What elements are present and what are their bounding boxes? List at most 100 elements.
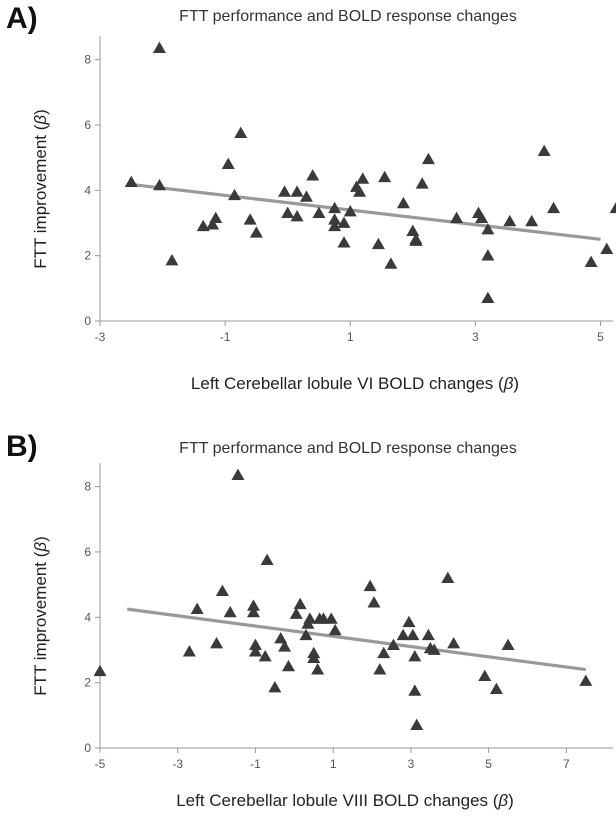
data-point — [290, 209, 304, 222]
data-point — [481, 249, 495, 261]
y-axis-title: FTT improvement (β) — [31, 536, 50, 696]
data-point — [190, 602, 204, 615]
data-point — [406, 628, 420, 641]
data-point — [337, 236, 351, 248]
data-point — [415, 177, 429, 189]
chart-title: FTT performance and BOLD response change… — [179, 8, 517, 25]
data-point — [234, 126, 248, 138]
data-point — [182, 645, 196, 657]
data-point — [353, 185, 367, 197]
data-point — [421, 152, 435, 165]
data-point — [274, 632, 288, 644]
data-point — [247, 599, 261, 611]
data-point — [478, 669, 492, 681]
data-point — [247, 605, 261, 618]
data-point — [409, 234, 423, 246]
data-point — [537, 144, 551, 156]
x-tick-label: 5 — [485, 757, 492, 771]
data-point — [363, 579, 377, 592]
data-point — [421, 628, 435, 641]
x-tick-label: 1 — [330, 757, 337, 771]
data-point — [124, 175, 138, 188]
data-point — [293, 597, 307, 610]
panel-a: A) FTT performance and BOLD response cha… — [0, 0, 616, 408]
data-point — [396, 628, 410, 641]
data-point — [196, 219, 210, 232]
data-point — [503, 214, 517, 227]
data-point — [268, 681, 282, 693]
data-point — [328, 219, 342, 232]
data-point — [396, 196, 410, 209]
data-point — [278, 640, 292, 652]
scatter-chart-b: Left Cerebellar lobule VIII BOLD changes… — [31, 463, 613, 810]
x-tick-label: 1 — [347, 330, 354, 344]
y-tick-label: 6 — [84, 545, 91, 559]
x-tick-label: 3 — [472, 330, 479, 344]
data-point — [386, 638, 400, 650]
x-tick-label: 5 — [597, 330, 604, 344]
x-tick-label: -3 — [172, 757, 183, 771]
data-point — [600, 242, 614, 254]
x-tick-label: -3 — [95, 330, 106, 344]
data-point — [221, 157, 235, 170]
data-point — [231, 468, 245, 481]
data-point — [278, 185, 292, 197]
data-point — [299, 190, 313, 202]
data-point — [152, 41, 166, 54]
data-point — [501, 638, 515, 650]
data-point — [427, 643, 441, 655]
data-point — [228, 188, 242, 201]
panel-letter: A) — [6, 2, 38, 35]
y-tick-label: 8 — [84, 53, 91, 67]
data-point — [447, 636, 461, 649]
data-point — [450, 211, 464, 223]
data-point — [547, 201, 561, 214]
data-point — [281, 659, 295, 672]
panel-letter: B) — [6, 430, 38, 463]
data-point — [408, 684, 422, 696]
data-point — [281, 206, 295, 219]
data-point — [408, 650, 422, 662]
data-point — [367, 596, 381, 608]
data-point — [290, 185, 304, 197]
data-point — [579, 674, 593, 686]
data-point — [337, 216, 351, 228]
data-point — [223, 605, 237, 618]
data-point — [384, 257, 398, 269]
data-point — [328, 623, 342, 636]
data-point — [328, 213, 342, 225]
data-point — [441, 571, 455, 583]
scatter-chart-a: Left Cerebellar lobule VI BOLD changes (… — [31, 36, 616, 393]
x-tick-label: 3 — [408, 757, 415, 771]
data-point — [371, 237, 385, 250]
chart-title: FTT performance and BOLD response change… — [179, 440, 517, 457]
data-point — [525, 214, 539, 227]
data-point — [378, 170, 392, 183]
data-point — [475, 211, 489, 223]
data-point — [307, 651, 321, 664]
data-point — [248, 645, 262, 657]
y-tick-label: 0 — [84, 741, 91, 755]
data-point — [481, 291, 495, 304]
data-point — [402, 615, 416, 628]
data-point — [299, 628, 313, 641]
data-point — [609, 201, 616, 214]
data-point — [481, 223, 495, 235]
data-point — [258, 650, 272, 662]
data-point — [343, 205, 357, 217]
data-point — [248, 638, 262, 650]
data-point — [311, 663, 325, 675]
data-point — [260, 553, 274, 565]
data-point — [206, 218, 220, 230]
data-point — [152, 178, 166, 191]
data-point — [249, 226, 263, 238]
data-point — [410, 718, 424, 731]
data-point — [584, 255, 598, 268]
data-point — [489, 682, 503, 695]
data-point — [209, 211, 223, 223]
data-point — [303, 612, 317, 624]
panel-b: B) FTT performance and BOLD response cha… — [0, 408, 616, 816]
data-point — [377, 646, 391, 659]
x-axis-title: Left Cerebellar lobule VIII BOLD changes… — [176, 791, 514, 810]
regression-line — [131, 182, 601, 241]
